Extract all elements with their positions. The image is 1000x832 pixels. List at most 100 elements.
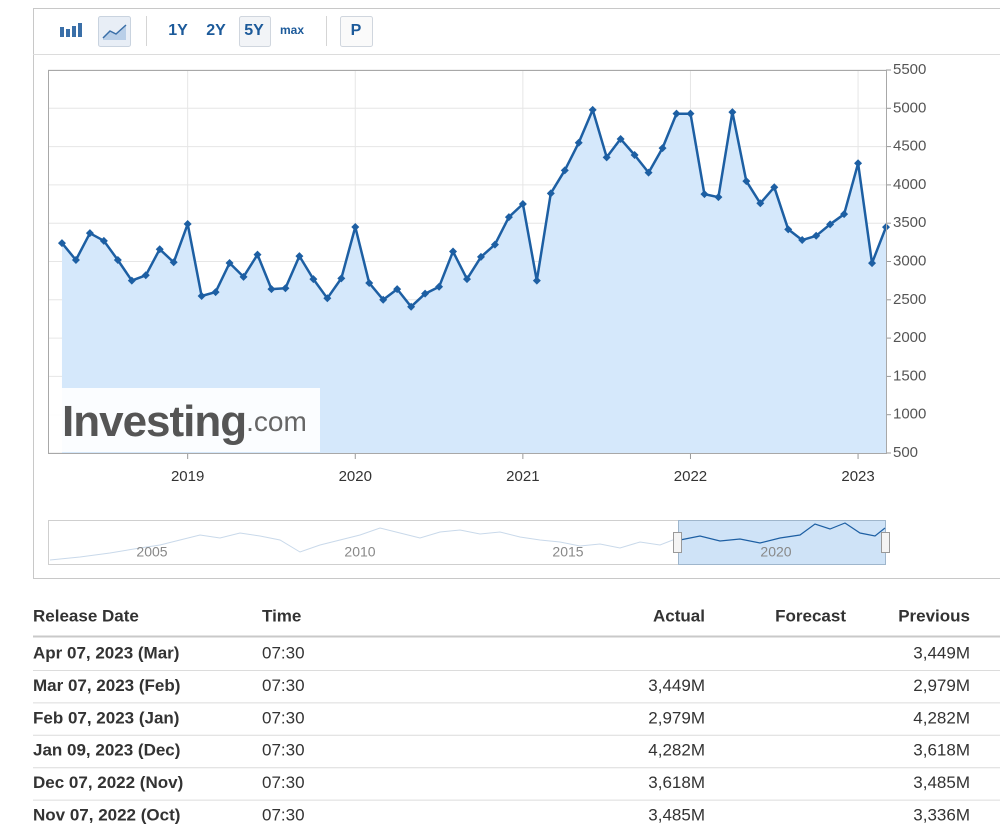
marker[interactable]	[85, 229, 94, 238]
y-tick-label: 1500	[893, 367, 926, 384]
marker[interactable]	[141, 271, 150, 280]
marker[interactable]	[449, 247, 458, 256]
marker[interactable]	[253, 250, 262, 259]
cell: Jan 09, 2023 (Dec)	[33, 741, 180, 760]
range-button[interactable]: 5Y	[244, 22, 264, 39]
marker[interactable]	[840, 210, 849, 219]
marker[interactable]	[267, 285, 276, 294]
x-tick-label: 2022	[674, 468, 707, 485]
line-chart-button[interactable]	[98, 16, 131, 47]
mode-button[interactable]: P	[351, 22, 362, 39]
column-header: Previous	[898, 606, 970, 625]
watermark-box	[49, 388, 320, 452]
marker[interactable]	[281, 284, 290, 293]
navigator-label: 2005	[136, 544, 167, 560]
marker[interactable]	[393, 285, 402, 294]
column-header: Release Date	[33, 606, 139, 625]
marker[interactable]	[532, 276, 541, 285]
cell: 2,979M	[648, 708, 705, 727]
marker[interactable]	[784, 225, 793, 234]
data-table: Release Date Time Actual Forecast Previous Ap…	[33, 606, 1000, 824]
marker[interactable]	[309, 275, 318, 284]
marker[interactable]	[239, 272, 248, 281]
marker[interactable]	[812, 231, 821, 240]
navigator-selection[interactable]	[678, 520, 886, 565]
marker[interactable]	[379, 295, 388, 304]
marker[interactable]	[365, 278, 374, 287]
marker[interactable]	[868, 259, 877, 268]
marker[interactable]	[295, 252, 304, 261]
marker[interactable]	[658, 144, 667, 153]
marker[interactable]	[672, 109, 681, 118]
marker[interactable]	[421, 289, 430, 298]
marker[interactable]	[798, 236, 807, 245]
marker[interactable]	[630, 151, 639, 160]
marker[interactable]	[756, 199, 765, 208]
bar-chart-button[interactable]	[60, 23, 82, 37]
cell: Dec 07, 2022 (Nov)	[33, 773, 183, 792]
marker[interactable]	[644, 168, 653, 177]
navigator-handle[interactable]	[673, 532, 682, 553]
cell: 4,282M	[648, 741, 705, 760]
marker[interactable]	[169, 258, 178, 267]
cell: 3,336M	[913, 805, 970, 824]
marker[interactable]	[742, 177, 751, 186]
range-button[interactable]: 1Y	[168, 22, 188, 39]
marker[interactable]	[602, 153, 611, 162]
marker[interactable]	[714, 193, 723, 202]
marker[interactable]	[183, 219, 192, 228]
icon	[72, 26, 76, 37]
marker[interactable]	[686, 109, 695, 118]
marker[interactable]	[127, 276, 136, 285]
marker[interactable]	[518, 200, 527, 209]
marker[interactable]	[616, 134, 625, 143]
cell: 3,485M	[648, 805, 705, 824]
marker[interactable]	[770, 183, 779, 192]
icon	[103, 25, 126, 40]
marker[interactable]	[155, 245, 164, 254]
navigator-label: 2015	[552, 544, 583, 560]
marker[interactable]	[197, 291, 206, 300]
marker[interactable]	[728, 108, 737, 117]
marker[interactable]	[476, 252, 485, 261]
marker[interactable]	[435, 282, 444, 291]
y-tick-label: 500	[893, 444, 918, 461]
x-tick-label: 2019	[171, 468, 204, 485]
y-tick-label: 2000	[893, 329, 926, 346]
cell: 3,449M	[648, 676, 705, 695]
cell: 2,979M	[913, 676, 970, 695]
marker[interactable]	[57, 239, 66, 248]
marker[interactable]	[826, 220, 835, 229]
marker[interactable]	[574, 138, 583, 147]
marker[interactable]	[588, 105, 597, 114]
y-tick-label: 3000	[893, 252, 926, 269]
marker[interactable]	[113, 255, 122, 264]
range-button[interactable]: max	[280, 23, 304, 37]
y-tick-label: 4000	[893, 176, 926, 193]
marker[interactable]	[323, 294, 332, 303]
marker[interactable]	[225, 259, 234, 268]
range-button[interactable]: 2Y	[206, 22, 226, 39]
marker[interactable]	[560, 166, 569, 175]
marker[interactable]	[351, 223, 360, 232]
marker[interactable]	[700, 190, 709, 199]
icon	[66, 29, 70, 37]
plot: 500 1000 1500 2000 2500 3000 3500 4000 4500 5000 5…	[48, 61, 926, 485]
marker[interactable]	[463, 275, 471, 284]
marker[interactable]	[99, 236, 108, 245]
marker[interactable]	[546, 189, 555, 198]
watermark-brand: Investing	[62, 397, 246, 446]
marker[interactable]	[71, 255, 80, 264]
marker[interactable]	[490, 240, 499, 249]
navigator: 2005 2010 2015 2020	[48, 520, 890, 565]
marker[interactable]	[211, 288, 220, 297]
x-tick-label: 2023	[841, 468, 874, 485]
navigator-handle[interactable]	[881, 532, 890, 553]
marker[interactable]	[504, 213, 513, 222]
marker[interactable]	[854, 159, 863, 168]
marker[interactable]	[407, 302, 416, 311]
button-frame	[340, 16, 373, 47]
cell: 07:30	[262, 741, 305, 760]
marker[interactable]	[337, 274, 346, 283]
